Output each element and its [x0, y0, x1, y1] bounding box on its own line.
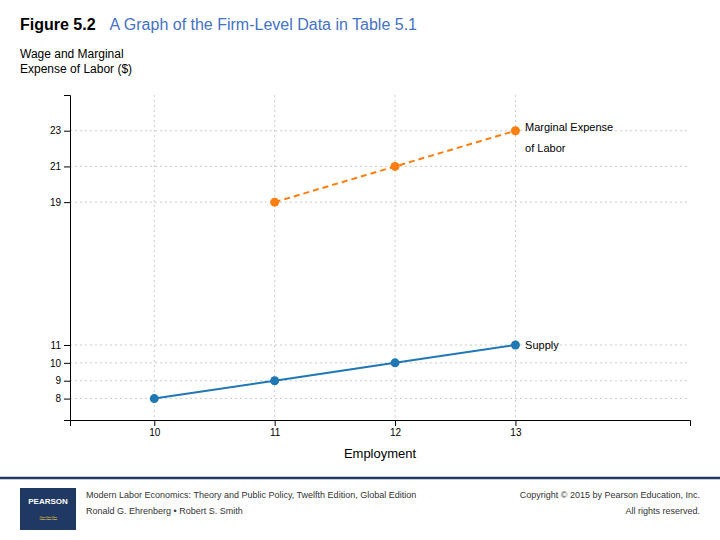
y-tick: 11	[51, 340, 70, 351]
footer-text: Copyright © 2015 by Pearson Education, I…	[520, 490, 700, 500]
y-tick-mark	[64, 131, 70, 132]
point	[391, 358, 400, 367]
subtitle: A Graph of the Firm-Level Data in Table …	[110, 16, 418, 33]
title: Figure 5.2	[20, 16, 96, 33]
grid-line	[515, 95, 516, 420]
grid-line	[70, 362, 690, 363]
grid-line	[70, 380, 690, 381]
x-tick-mark	[154, 420, 155, 426]
marks	[150, 126, 520, 403]
x-tick-label: 12	[390, 427, 402, 438]
footer-text: All rights reserved.	[625, 506, 700, 516]
y-tick: 21	[50, 161, 70, 172]
grid-line	[154, 95, 155, 420]
series-line	[154, 345, 515, 399]
footer-rule	[0, 477, 720, 480]
y-tick-label: 9	[55, 375, 61, 386]
point	[150, 394, 159, 403]
logo-mark: ≈≈≈	[39, 512, 57, 524]
grid-line	[70, 345, 690, 346]
y-tick-mark	[64, 202, 70, 203]
grid-line	[395, 95, 396, 420]
grid-line	[70, 202, 690, 203]
y-tick: 9	[55, 375, 70, 386]
y-tick-label: 19	[50, 197, 62, 208]
point	[270, 376, 279, 385]
grid-line	[274, 95, 275, 420]
grid-line	[70, 166, 690, 167]
y-tick-mark	[64, 381, 70, 382]
y-tick-mark	[64, 399, 70, 400]
y-tick-label: 11	[51, 340, 62, 351]
y-axis-line	[64, 96, 71, 421]
x-tick: 10	[149, 420, 161, 438]
y-tick-label: 23	[50, 125, 62, 136]
y-tick-mark	[64, 166, 70, 167]
annotation: Supply	[525, 339, 559, 351]
x-tick-label: 10	[149, 427, 161, 438]
plot: 10 11 12 13 8 9 10 11 19 21 23 Employment Marginal E…	[50, 95, 691, 461]
y-tick-label: 10	[50, 358, 62, 369]
title-row: Figure 5.2 A Graph of the Firm-Level Data…	[20, 16, 417, 33]
x-tick: 11	[270, 420, 281, 438]
x-tick: 13	[510, 420, 522, 438]
y-axis: 8 9 10 11 19 21 23	[50, 96, 71, 421]
y-tick: 10	[50, 358, 70, 369]
annotation: of Labor	[525, 142, 566, 154]
y-tick-label: 21	[50, 161, 62, 172]
y-tick: 23	[50, 125, 70, 136]
grid	[70, 95, 690, 420]
y-tick-mark	[64, 363, 70, 364]
y-tick-label: 8	[55, 393, 61, 404]
series-line	[275, 131, 516, 202]
x-tick-mark	[395, 420, 396, 426]
x-tick: 12	[390, 420, 402, 438]
x-tick-label: 11	[270, 427, 281, 438]
x-tick-label: 13	[510, 427, 522, 438]
logo-text: PEARSON	[28, 497, 68, 506]
point	[511, 341, 520, 350]
x-axis: 10 11 12 13	[71, 420, 691, 438]
x-axis-label: Employment	[344, 446, 417, 461]
y-axis-label: Wage and Marginal	[20, 47, 124, 61]
y-tick: 19	[50, 197, 70, 208]
logo-box	[20, 488, 76, 530]
footer-text: Ronald G. Ehrenberg • Robert S. Smith	[86, 506, 243, 516]
point	[511, 126, 520, 135]
x-tick-mark	[515, 420, 516, 426]
point	[270, 198, 279, 207]
y-axis-label: Expense of Labor ($)	[20, 62, 132, 76]
x-axis-line	[71, 421, 691, 427]
x-tick-mark	[275, 420, 276, 426]
point	[391, 162, 400, 171]
chart: Figure 5.2 A Graph of the Firm-Level Data…	[0, 0, 720, 540]
footer-text: Modern Labor Economics: Theory and Publi…	[86, 490, 416, 500]
y-tick-mark	[64, 345, 70, 346]
annotation: Marginal Expense	[525, 121, 613, 133]
y-tick: 8	[55, 393, 70, 404]
